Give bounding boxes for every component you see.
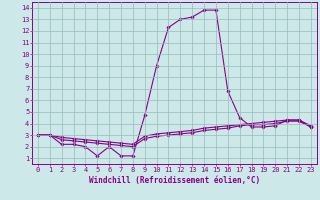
X-axis label: Windchill (Refroidissement éolien,°C): Windchill (Refroidissement éolien,°C) <box>89 176 260 185</box>
